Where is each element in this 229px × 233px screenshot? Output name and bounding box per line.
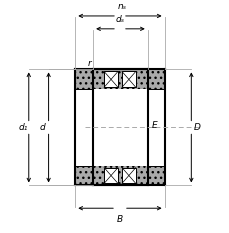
Text: r: r xyxy=(87,59,91,68)
Text: E: E xyxy=(151,121,157,130)
Bar xyxy=(121,72,135,87)
Text: nₛ: nₛ xyxy=(117,2,126,11)
Text: d: d xyxy=(40,123,45,132)
Bar xyxy=(104,72,117,87)
Text: D: D xyxy=(193,123,200,132)
Text: dₛ: dₛ xyxy=(115,15,124,24)
Bar xyxy=(93,69,147,89)
Bar xyxy=(93,166,147,185)
Text: B: B xyxy=(116,215,123,224)
Bar xyxy=(147,69,164,89)
Bar xyxy=(121,168,135,183)
Bar xyxy=(104,168,117,183)
Text: d₁: d₁ xyxy=(18,123,27,132)
Bar xyxy=(75,69,93,89)
Bar xyxy=(147,166,164,185)
Bar xyxy=(75,166,93,185)
